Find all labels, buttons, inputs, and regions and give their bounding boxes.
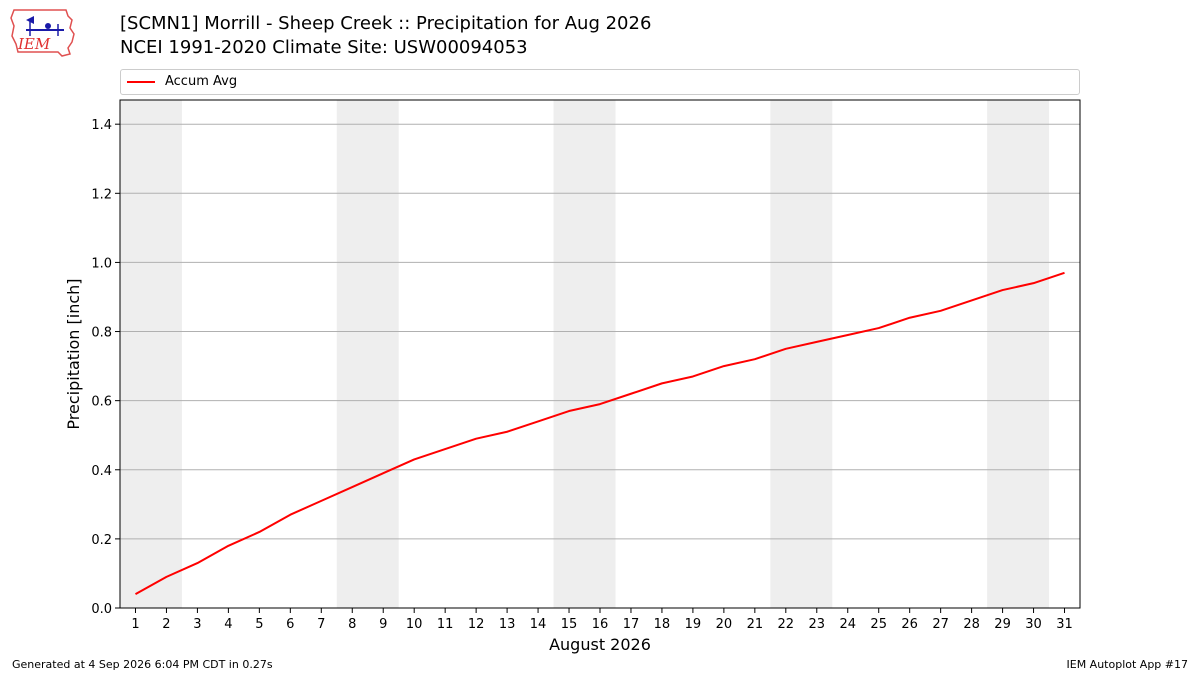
x-tick-label: 7 <box>317 617 325 632</box>
x-tick-label: 27 <box>932 617 949 632</box>
y-tick-label: 1.2 <box>91 187 112 202</box>
x-tick-label: 4 <box>224 617 232 632</box>
x-tick-label: 26 <box>901 617 918 632</box>
x-tick-label: 21 <box>747 617 764 632</box>
weekend-band-1 <box>120 100 182 608</box>
x-tick-label: 2 <box>162 617 170 632</box>
x-tick-label: 5 <box>255 617 263 632</box>
y-tick-label: 0.8 <box>91 326 112 341</box>
x-tick-label: 13 <box>499 617 516 632</box>
x-tick-label: 29 <box>994 617 1011 632</box>
x-tick-label: 3 <box>193 617 201 632</box>
weekend-band-3 <box>553 100 616 608</box>
chart-subtitle: NCEI 1991-2020 Climate Site: USW00094053 <box>120 37 528 58</box>
footer-generated: Generated at 4 Sep 2026 6:04 PM CDT in 0… <box>12 658 273 671</box>
y-tick-label: 1.0 <box>91 256 112 271</box>
x-tick-label: 8 <box>348 617 356 632</box>
iem-logo: IEM <box>10 9 75 57</box>
x-tick-label: 14 <box>530 617 547 632</box>
y-tick-label: 0.2 <box>91 533 112 548</box>
x-tick-label: 15 <box>561 617 578 632</box>
x-tick-label: 28 <box>963 617 980 632</box>
x-tick-label: 31 <box>1056 617 1073 632</box>
x-tick-label: 22 <box>778 617 795 632</box>
x-tick-label: 11 <box>437 617 454 632</box>
weekend-band-2 <box>336 100 399 608</box>
weekend-band-5 <box>987 100 1050 608</box>
logo-text: IEM <box>17 35 51 53</box>
x-tick-label: 20 <box>716 617 733 632</box>
x-tick-label: 16 <box>592 617 609 632</box>
y-tick-label: 0.6 <box>91 395 112 410</box>
footer-app: IEM Autoplot App #17 <box>1066 658 1189 671</box>
series-line-accum-avg <box>134 271 1065 596</box>
legend-swatch-accum-avg <box>127 81 155 83</box>
x-tick-label: 18 <box>654 617 671 632</box>
plot-frame <box>119 99 1081 609</box>
x-tick-label: 30 <box>1025 617 1042 632</box>
y-axis-label: Precipitation [inch] <box>64 278 83 429</box>
legend: Accum Avg <box>120 69 1080 95</box>
weekend-band-4 <box>770 100 833 608</box>
y-tick-label: 0.0 <box>91 602 112 617</box>
x-tick-label: 1 <box>131 617 139 632</box>
x-tick-label: 10 <box>406 617 423 632</box>
chart-title: [SCMN1] Morrill - Sheep Creek :: Precipi… <box>120 13 652 34</box>
legend-label-accum-avg: Accum Avg <box>165 74 238 89</box>
x-tick-label: 19 <box>685 617 702 632</box>
x-tick-label: 24 <box>839 617 856 632</box>
x-axis-label: August 2026 <box>549 635 651 654</box>
y-tick-label: 0.4 <box>91 464 112 479</box>
x-tick-label: 25 <box>870 617 887 632</box>
x-tick-label: 23 <box>809 617 826 632</box>
y-tick-label: 1.4 <box>91 118 112 133</box>
x-tick-label: 6 <box>286 617 294 632</box>
x-tick-label: 17 <box>623 617 640 632</box>
x-tick-label: 12 <box>468 617 485 632</box>
x-tick-label: 9 <box>379 617 387 632</box>
